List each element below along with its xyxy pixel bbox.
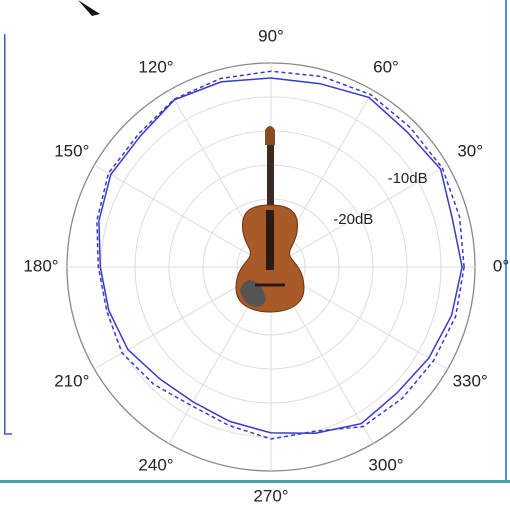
theta-tick-label: 330° <box>453 371 488 390</box>
r-tick-label: -20dB <box>333 211 373 228</box>
violin-icon <box>235 126 305 313</box>
theta-tick-label: 60° <box>373 57 399 76</box>
theta-tick-label: 120° <box>138 57 173 76</box>
window-edge <box>0 480 510 483</box>
theta-tick-label: 180° <box>23 256 58 275</box>
theta-tick-label: 90° <box>258 26 284 45</box>
grid-spoke <box>94 164 272 268</box>
theta-tick-label: 300° <box>368 456 403 475</box>
labels: -20dB -10dB 0° 30° 60° 90° 120° 150° 180° 210° 240… <box>23 26 509 505</box>
series-line <box>98 77 463 434</box>
theta-tick-label: 270° <box>253 486 288 505</box>
window-edge <box>505 0 507 482</box>
theta-tick-label: 240° <box>138 456 173 475</box>
r-tick-label: -10dB <box>388 170 428 187</box>
theta-tick-label: 30° <box>457 141 483 160</box>
theta-tick-label: 150° <box>54 141 89 160</box>
series-line <box>96 70 465 440</box>
grid-spoke <box>270 164 448 268</box>
pointer-arrow <box>78 0 100 16</box>
theta-tick-label: 210° <box>54 371 89 390</box>
curves <box>96 70 465 440</box>
theta-tick-label: 0° <box>493 256 509 275</box>
window-edge <box>4 34 6 434</box>
